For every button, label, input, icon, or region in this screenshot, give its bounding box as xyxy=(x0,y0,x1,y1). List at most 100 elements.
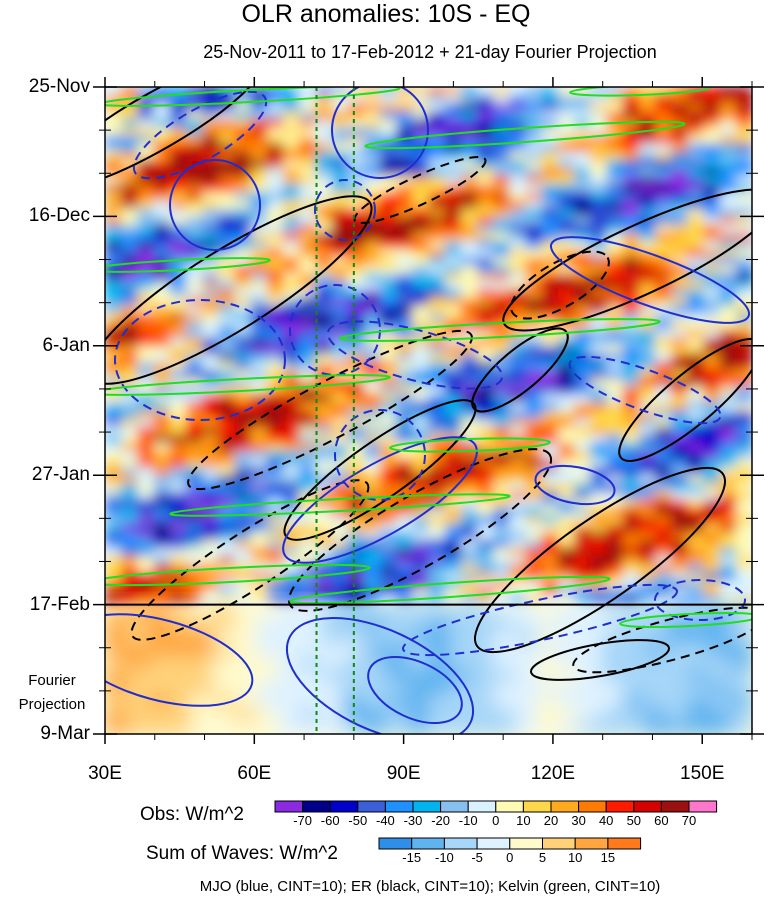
wave-cell xyxy=(105,682,128,697)
obs-cell xyxy=(654,539,673,549)
obs-cell xyxy=(460,167,479,177)
obs-cell xyxy=(121,588,139,598)
obs-cell xyxy=(444,572,462,582)
obs-cell xyxy=(202,240,220,250)
obs-cell xyxy=(525,386,543,396)
obs-cell xyxy=(218,475,236,485)
wave-cell xyxy=(450,617,473,632)
obs-cell xyxy=(218,289,236,299)
obs-cell xyxy=(719,588,737,598)
obs-cell xyxy=(299,273,317,283)
obs-cell xyxy=(477,208,495,218)
obs-cell xyxy=(606,491,624,501)
obs-cell xyxy=(396,208,414,218)
obs-cell xyxy=(638,159,656,169)
obs-cell xyxy=(218,192,236,202)
obs-cell xyxy=(137,103,155,113)
obs-cell xyxy=(169,337,187,347)
wave-cell xyxy=(622,682,646,697)
obs-cell xyxy=(493,151,511,161)
wave-cell xyxy=(385,669,408,684)
obs-cell xyxy=(557,111,576,121)
wave-cell xyxy=(622,643,646,658)
obs-cell xyxy=(396,264,414,275)
obs-cell xyxy=(687,248,705,258)
obs-cell xyxy=(137,572,155,582)
obs-cell xyxy=(590,321,608,331)
wave-cell xyxy=(255,682,279,697)
obs-cell xyxy=(202,442,220,452)
obs-cell xyxy=(541,232,559,242)
wave-cell xyxy=(708,708,732,723)
obs-cell xyxy=(396,378,414,388)
obs-cell xyxy=(282,151,301,161)
obs-cell xyxy=(509,321,527,331)
obs-cell xyxy=(185,378,204,388)
wave-cell xyxy=(428,721,452,734)
obs-cell xyxy=(137,361,155,372)
obs-cell xyxy=(606,216,624,226)
obs-cell xyxy=(719,450,737,461)
obs-cell xyxy=(185,184,204,194)
obs-cell xyxy=(719,523,737,533)
obs-cell xyxy=(509,418,527,428)
obs-cell xyxy=(218,248,236,258)
obs-cell xyxy=(671,467,689,477)
obs-cell xyxy=(460,450,479,461)
obs-cell xyxy=(234,426,252,436)
obs-cell xyxy=(703,321,721,331)
wave-cell xyxy=(277,721,301,734)
wave-cell xyxy=(622,708,646,723)
obs-cell xyxy=(299,297,317,307)
obs-cell xyxy=(557,459,576,469)
obs-cell xyxy=(541,321,559,331)
obs-cell xyxy=(250,111,268,121)
obs-cell xyxy=(412,297,430,307)
obs-cell xyxy=(315,378,333,388)
obs-cell xyxy=(477,143,495,153)
wave-cell xyxy=(406,695,430,710)
obs-cell xyxy=(444,531,462,541)
obs-cell xyxy=(638,475,656,485)
obs-cell xyxy=(703,264,721,275)
obs-cell xyxy=(719,556,737,566)
wave-cell xyxy=(105,630,128,645)
obs-cell xyxy=(606,386,624,396)
obs-cell xyxy=(379,95,398,105)
obs-cell xyxy=(719,167,737,177)
obs-cell xyxy=(282,499,301,509)
x-tick-label: 60E xyxy=(237,763,272,784)
obs-cell xyxy=(331,450,349,461)
obs-cell xyxy=(250,361,268,372)
obs-cell xyxy=(105,192,123,202)
wave-cell xyxy=(126,682,150,697)
obs-cell xyxy=(541,167,559,177)
obs-cell xyxy=(379,507,398,517)
obs-cell xyxy=(202,588,220,598)
obs-cell xyxy=(331,515,349,525)
obs-cell xyxy=(509,370,527,380)
obs-cell xyxy=(509,410,527,420)
obs-cell xyxy=(671,402,689,412)
obs-cell xyxy=(412,208,430,218)
obs-cell xyxy=(654,491,673,501)
wave-cell xyxy=(644,617,667,632)
obs-cell xyxy=(541,273,559,283)
obs-cell xyxy=(266,345,284,355)
obs-cell xyxy=(428,475,446,485)
obs-cell xyxy=(541,588,559,598)
obs-cell xyxy=(509,588,527,598)
obs-cell xyxy=(477,442,495,452)
obs-cell xyxy=(363,499,381,509)
obs-cell xyxy=(218,515,236,525)
obs-cell xyxy=(234,216,252,226)
obs-cell xyxy=(396,305,414,315)
obs-cell xyxy=(638,418,656,428)
obs-cell xyxy=(509,556,527,566)
obs-cell xyxy=(719,353,737,363)
wave-cell xyxy=(148,708,171,723)
obs-cell xyxy=(654,361,673,372)
wave-cell xyxy=(105,669,128,684)
obs-cell xyxy=(509,151,527,161)
obs-cell xyxy=(137,273,155,283)
